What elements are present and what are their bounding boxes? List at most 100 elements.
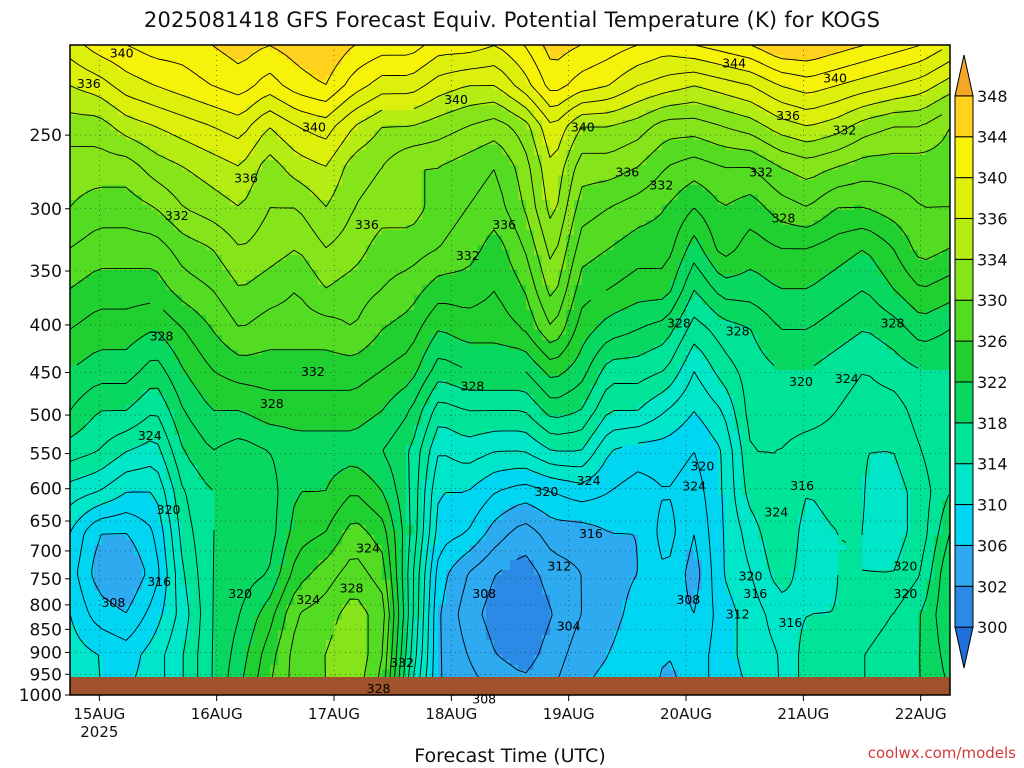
theta-e-cell bbox=[134, 80, 143, 86]
theta-e-cell bbox=[150, 95, 159, 101]
theta-e-cell bbox=[558, 245, 567, 251]
theta-e-cell bbox=[886, 75, 895, 81]
theta-e-cell bbox=[438, 150, 447, 156]
theta-e-cell bbox=[726, 70, 735, 76]
theta-e-cell bbox=[326, 235, 335, 241]
theta-e-cell bbox=[278, 85, 287, 91]
theta-e-cell bbox=[790, 145, 799, 151]
theta-e-cell bbox=[214, 190, 223, 196]
theta-e-cell bbox=[278, 125, 287, 131]
theta-e-cell bbox=[918, 55, 927, 61]
theta-e-cell bbox=[574, 205, 583, 211]
theta-e-cell bbox=[206, 55, 215, 61]
theta-e-cell bbox=[126, 240, 135, 246]
theta-e-cell bbox=[206, 215, 215, 221]
theta-e-cell bbox=[686, 175, 695, 181]
theta-e-cell bbox=[334, 160, 343, 166]
theta-e-cell bbox=[430, 180, 439, 186]
theta-e-cell bbox=[822, 230, 831, 236]
theta-e-cell bbox=[166, 80, 175, 86]
theta-e-cell bbox=[382, 265, 391, 271]
theta-e-cell bbox=[190, 255, 199, 261]
theta-e-cell bbox=[286, 210, 295, 216]
theta-e-cell bbox=[854, 175, 863, 181]
theta-e-cell bbox=[782, 235, 791, 241]
theta-e-cell bbox=[814, 210, 823, 216]
theta-e-cell bbox=[590, 245, 599, 251]
theta-e-cell bbox=[606, 70, 615, 76]
theta-e-cell bbox=[334, 265, 343, 271]
theta-e-cell bbox=[214, 60, 223, 66]
theta-e-cell bbox=[382, 205, 391, 211]
theta-e-cell bbox=[622, 210, 631, 216]
theta-e-cell bbox=[398, 95, 407, 101]
theta-e-cell bbox=[430, 45, 439, 51]
theta-e-cell bbox=[710, 135, 719, 141]
theta-e-cell bbox=[190, 245, 199, 251]
theta-e-cell bbox=[142, 250, 151, 256]
theta-e-cell bbox=[390, 90, 399, 96]
theta-e-cell bbox=[134, 70, 143, 76]
theta-e-cell bbox=[510, 150, 519, 156]
theta-e-cell bbox=[606, 145, 615, 151]
theta-e-cell bbox=[582, 95, 591, 101]
theta-e-cell bbox=[646, 45, 655, 51]
theta-e-cell bbox=[342, 90, 351, 96]
theta-e-cell bbox=[254, 240, 263, 246]
theta-e-cell bbox=[78, 255, 87, 261]
theta-e-cell bbox=[622, 185, 631, 191]
theta-e-cell bbox=[462, 45, 471, 51]
theta-e-cell bbox=[518, 170, 527, 176]
theta-e-cell bbox=[126, 80, 135, 86]
theta-e-cell bbox=[654, 150, 663, 156]
theta-e-cell bbox=[606, 215, 615, 221]
theta-e-cell bbox=[486, 90, 495, 96]
theta-e-cell bbox=[342, 65, 351, 71]
theta-e-cell bbox=[606, 115, 615, 121]
theta-e-cell bbox=[246, 75, 255, 81]
theta-e-cell bbox=[382, 195, 391, 201]
theta-e-cell bbox=[286, 260, 295, 266]
theta-e-cell bbox=[838, 255, 847, 261]
theta-e-cell bbox=[190, 230, 199, 236]
theta-e-cell bbox=[398, 70, 407, 76]
theta-e-cell bbox=[214, 240, 223, 246]
theta-e-cell bbox=[518, 85, 527, 91]
theta-e-cell bbox=[790, 180, 799, 186]
theta-e-cell bbox=[710, 185, 719, 191]
theta-e-cell bbox=[78, 95, 87, 101]
theta-e-cell bbox=[422, 270, 431, 276]
theta-e-cell bbox=[606, 105, 615, 111]
theta-e-cell bbox=[238, 75, 247, 81]
theta-e-cell bbox=[470, 185, 479, 191]
theta-e-cell bbox=[542, 65, 551, 71]
theta-e-cell bbox=[382, 90, 391, 96]
theta-e-cell bbox=[326, 180, 335, 186]
theta-e-cell bbox=[838, 90, 847, 96]
theta-e-cell bbox=[654, 235, 663, 241]
theta-e-cell bbox=[198, 55, 207, 61]
theta-e-cell bbox=[902, 230, 911, 236]
theta-e-cell bbox=[222, 205, 231, 211]
theta-e-cell bbox=[894, 215, 903, 221]
theta-e-cell bbox=[662, 155, 671, 161]
theta-e-cell bbox=[382, 235, 391, 241]
theta-e-cell bbox=[350, 240, 359, 246]
theta-e-cell bbox=[918, 140, 927, 146]
theta-e-cell bbox=[414, 170, 423, 176]
theta-e-cell bbox=[342, 270, 351, 276]
theta-e-cell bbox=[806, 255, 815, 261]
theta-e-cell bbox=[686, 145, 695, 151]
theta-e-cell bbox=[822, 200, 831, 206]
theta-e-cell bbox=[662, 130, 671, 136]
theta-e-cell bbox=[438, 45, 447, 51]
theta-e-cell bbox=[838, 240, 847, 246]
theta-e-cell bbox=[686, 165, 695, 171]
theta-e-cell bbox=[134, 220, 143, 226]
theta-e-cell bbox=[854, 260, 863, 266]
theta-e-cell bbox=[182, 75, 191, 81]
theta-e-cell bbox=[310, 65, 319, 71]
theta-e-cell bbox=[446, 165, 455, 171]
theta-e-cell bbox=[718, 170, 727, 176]
theta-e-cell bbox=[622, 150, 631, 156]
